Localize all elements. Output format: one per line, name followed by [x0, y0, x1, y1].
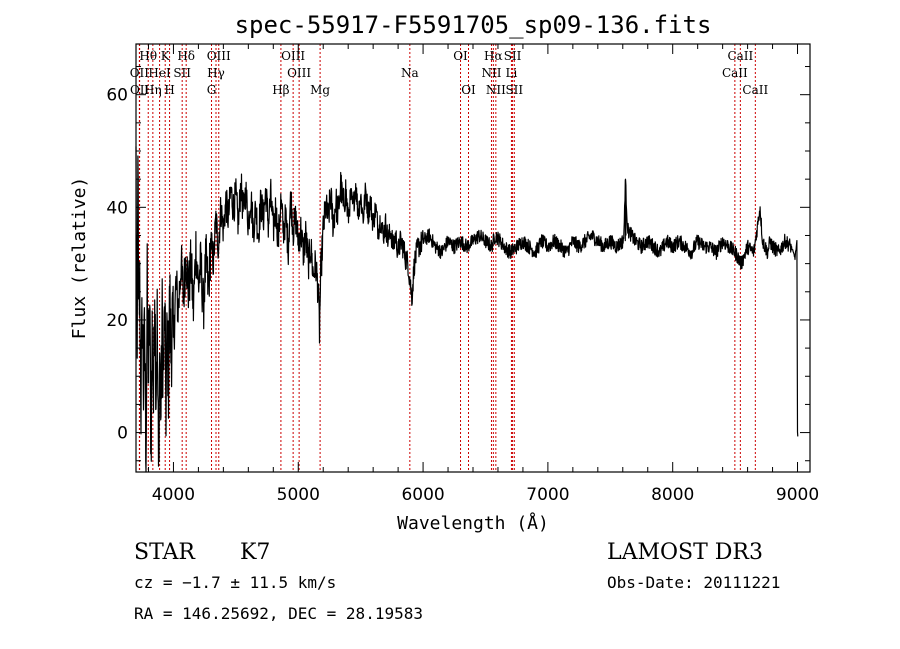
spectral-line-label: OII: [130, 66, 150, 80]
spectral-line-label: Hη: [144, 83, 162, 97]
x-axis-label: Wavelength (Å): [397, 512, 549, 534]
spectral-line-label: G: [207, 83, 217, 97]
object-class: STAR: [134, 540, 196, 565]
spectral-line-label: NII: [481, 66, 501, 80]
survey-name: LAMOST DR3: [607, 540, 763, 565]
x-tick-label: 9000: [776, 485, 819, 505]
spectral-line-label: CaII: [742, 83, 768, 97]
spectral-line-label: K: [161, 49, 171, 63]
x-tick-label: 4000: [152, 485, 195, 505]
x-tick-label: 8000: [651, 485, 694, 505]
spectral-line-label: OIII: [207, 49, 231, 63]
y-tick-label: 60: [106, 86, 128, 106]
spectral-line-label: Mg: [310, 83, 330, 97]
chart-title: spec-55917-F5591705_sp09-136.fits: [235, 11, 712, 39]
spectral-line-label: Na: [401, 66, 419, 80]
plot-frame: [135, 43, 811, 473]
spectral-line-label: NII: [486, 83, 506, 97]
spectral-line-label: Hγ: [207, 66, 225, 80]
y-tick-label: 40: [106, 198, 128, 218]
obs-date: Obs-Date: 20111221: [607, 573, 780, 592]
spectral-line-label: Li: [506, 66, 518, 80]
y-axis-label: Flux (relative): [69, 177, 90, 340]
spectral-line-label: Hβ: [272, 83, 289, 97]
x-tick-label: 5000: [277, 485, 320, 505]
axis-ticks: 4000 5000 6000 7000 8000 9000 0 20 40 60: [106, 44, 819, 505]
spectral-line-label: OI: [461, 83, 476, 97]
y-tick-label: 20: [106, 311, 128, 331]
spectral-line-label: Hα: [484, 49, 503, 63]
spectral-line-label: CaII: [727, 49, 753, 63]
spectral-line-label: HeI: [148, 66, 171, 80]
spectral-line-label: Hδ: [177, 49, 195, 63]
spectral-line-label: OIII: [281, 49, 305, 63]
spectral-line-label: Hθ: [139, 49, 157, 63]
x-tick-label: 7000: [526, 485, 569, 505]
spectrum-line: [135, 146, 799, 473]
x-tick-label: 6000: [401, 485, 444, 505]
y-tick-label: 0: [117, 424, 128, 444]
spectral-line-label: CaII: [722, 66, 748, 80]
spectral-line-label: SII: [505, 83, 523, 97]
object-subclass: K7: [240, 540, 270, 565]
spectral-lines: [138, 44, 756, 472]
spectral-line-label: SII: [504, 49, 522, 63]
spectral-line-label: OII: [130, 83, 150, 97]
spectral-line-label: OIII: [287, 66, 311, 80]
spectral-line-label: H: [164, 83, 174, 97]
redshift-text: cz = −1.7 ± 11.5 km/s: [134, 573, 336, 592]
spectral-line-label: OI: [453, 49, 468, 63]
coordinates-text: RA = 146.25692, DEC = 28.19583: [134, 604, 423, 623]
spectral-line-label: SII: [173, 66, 191, 80]
